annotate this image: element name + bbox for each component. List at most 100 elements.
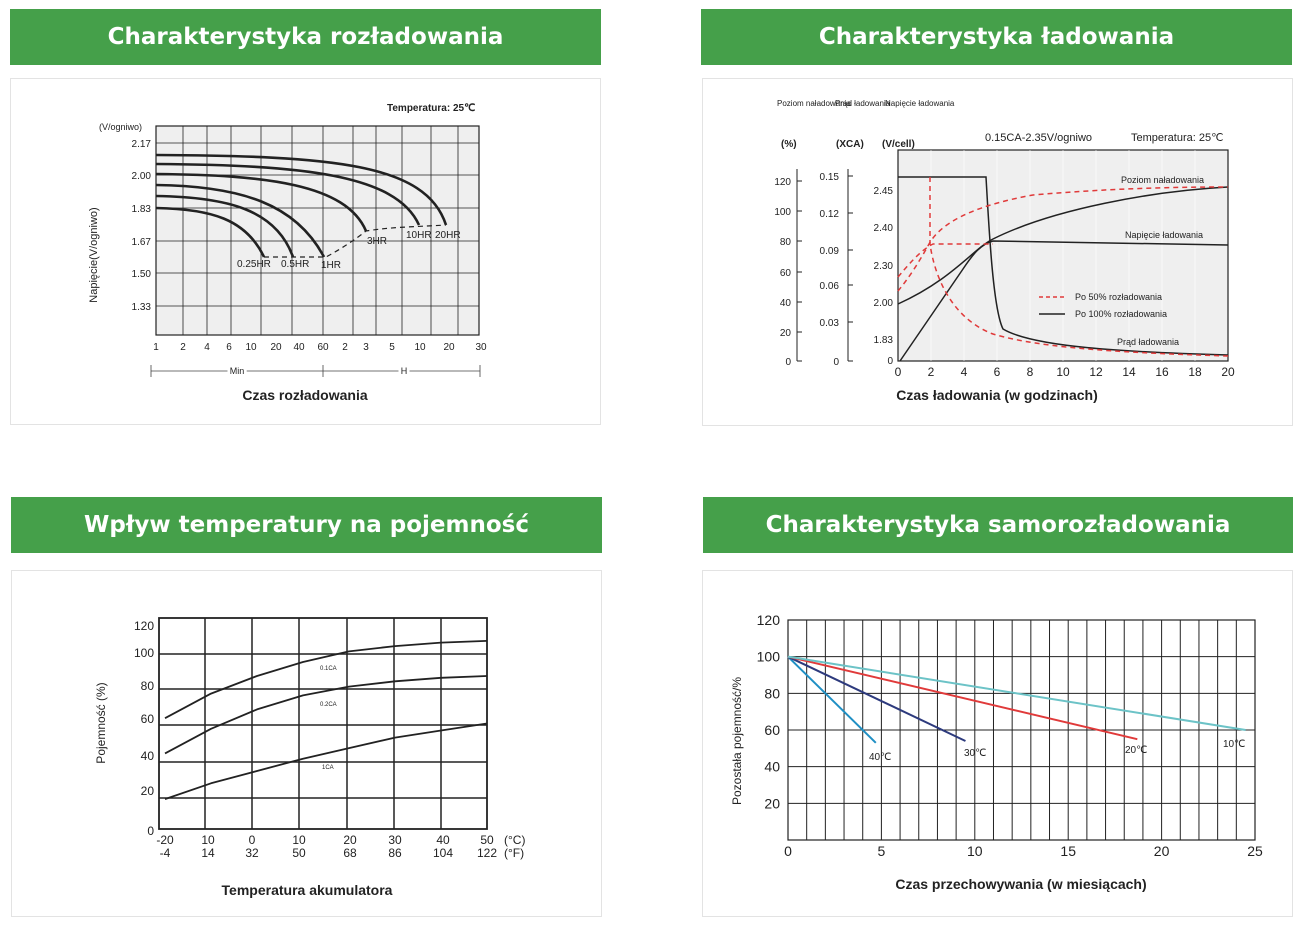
voltage-curve-100 [899, 240, 1229, 362]
x-tick-label: 10 [967, 843, 983, 859]
hours-label: H [401, 366, 408, 376]
x-tick-label: 2 [342, 342, 348, 353]
discharge-curve-3HR [155, 172, 368, 232]
current-tick-label: 0.03 [820, 318, 840, 329]
y-unit: (V/ogniwo) [99, 122, 142, 132]
x-tick-label: 10 [1056, 365, 1070, 379]
soc-tick-label: 80 [780, 237, 792, 248]
y-tick-label: 60 [764, 722, 780, 738]
x-tick-fahrenheit: 122 [477, 846, 497, 860]
x-tick-celsius: 20 [343, 833, 357, 847]
curve-label: 3HR [367, 236, 387, 247]
x-tick-label: 4 [204, 342, 210, 353]
temperature-label: 40℃ [869, 752, 891, 763]
legend-100: Po 100% rozładowania [1075, 309, 1167, 319]
minutes-label: Min [230, 366, 245, 376]
x-tick-label: 12 [1089, 365, 1103, 379]
charge-temperature-note: Temperatura: 25℃ [1131, 132, 1223, 144]
curve-label: 0.5HR [281, 259, 309, 270]
y-tick-label: 1.83 [132, 204, 152, 215]
current-tick-label: 0.15 [820, 172, 840, 183]
x-tick-celsius: 50 [480, 833, 494, 847]
x-tick-label: 18 [1188, 365, 1202, 379]
x-tick-label: 20 [1221, 365, 1235, 379]
current-curve-100 [898, 176, 1229, 356]
temperature-label: 10℃ [1223, 739, 1245, 750]
x-tick-celsius: 40 [436, 833, 450, 847]
x-tick-fahrenheit: 32 [245, 846, 259, 860]
x-tick-label: 0 [784, 843, 792, 859]
soc-curve-50 [897, 186, 1229, 292]
curve-label: 10HR [406, 230, 432, 241]
y-tick-label: 1.33 [132, 302, 152, 313]
current-tick-label: 0.09 [820, 246, 840, 257]
voltage-tick-label: 0 [887, 356, 893, 367]
voltage-tick-label: 2.45 [874, 186, 894, 197]
y-tick-label: 120 [134, 619, 154, 633]
curve-label: 0.1CA [320, 666, 337, 672]
soc-tick-label: 20 [780, 328, 792, 339]
capacity-curve-1CA [164, 722, 488, 800]
discharge-chart: Temperatura: 25℃ (V/ogniwo) Napięcie(V/o… [88, 103, 487, 403]
x-axis-title: Czas rozładowania [242, 387, 367, 403]
x-tick-label: 20 [443, 342, 455, 353]
x-tick-label: 4 [961, 365, 968, 379]
y-tick-label: 120 [757, 612, 781, 628]
axis1-unit: (%) [781, 139, 797, 150]
capacity-curve-0.1CA [164, 640, 488, 719]
x-tick-label: 2 [180, 342, 186, 353]
x-tick-label: 1 [153, 342, 159, 353]
end-voltage-line [264, 224, 447, 258]
current-tick-label: 0.12 [820, 209, 840, 220]
y-tick-label: 80 [764, 685, 780, 701]
temperature-label: 30℃ [964, 748, 986, 759]
discharge-curve-0.5HR [155, 194, 295, 258]
y-tick-label: 20 [764, 795, 780, 811]
curve-label: 1HR [321, 260, 341, 271]
discharge-curve-20HR [155, 153, 448, 226]
selfdischarge-line-1 [787, 655, 966, 742]
x-axis-title: Czas przechowywania (w miesiącach) [895, 876, 1146, 892]
x-tick-celsius: 10 [292, 833, 306, 847]
y-axis-title: Pozostała pojemność/% [730, 677, 744, 805]
y-tick-label: 100 [134, 646, 154, 660]
fahrenheit-unit: (°F) [504, 846, 524, 860]
curve-label: 0.25HR [237, 259, 271, 270]
voltage-tick-label: 2.00 [874, 298, 894, 309]
x-tick-label: 15 [1060, 843, 1076, 859]
selfdischarge-chart: Pozostała pojemność/% 120 100 80 60 40 20 0 5 1… [730, 612, 1263, 892]
x-tick-celsius: 30 [388, 833, 402, 847]
discharge-title: Charakterystyka rozładowania [107, 24, 504, 50]
temperature-panel: Pojemność (%) 120 100 80 60 40 20 0 -20 10 0 10 20… [11, 570, 602, 917]
current-tick-label: 0 [833, 357, 839, 368]
x-tick-celsius: 10 [201, 833, 215, 847]
y-tick-label: 40 [764, 759, 780, 775]
y-axis-title: Pojemność (%) [94, 682, 108, 763]
charge-header: Charakterystyka ładowania [701, 9, 1292, 65]
voltage-curve-label: Napięcie ładowania [1125, 230, 1203, 240]
x-tick-fahrenheit: 86 [388, 846, 402, 860]
current-tick-label: 0.06 [820, 281, 840, 292]
discharge-curve-1HR [155, 183, 326, 258]
x-tick-celsius: -20 [156, 833, 174, 847]
x-tick-fahrenheit: 14 [201, 846, 215, 860]
discharge-panel: Temperatura: 25℃ (V/ogniwo) Napięcie(V/o… [10, 78, 601, 425]
x-tick-label: 30 [475, 342, 487, 353]
curve-label: 20HR [435, 230, 461, 241]
axis1-label: Poziom naładowania [777, 99, 851, 108]
x-tick-fahrenheit: 68 [343, 846, 357, 860]
axis2-unit: (XCA) [836, 139, 864, 150]
y-tick-label: 1.50 [132, 269, 152, 280]
discharge-curve-0.25HR [155, 206, 266, 258]
x-tick-label: 25 [1247, 843, 1263, 859]
charge-chart: Poziom naładowania Prąd ładowania Napięc… [774, 99, 1235, 403]
x-tick-label: 10 [414, 342, 426, 353]
x-axis-title: Czas ładowania (w godzinach) [896, 387, 1097, 403]
x-tick-label: 5 [878, 843, 886, 859]
y-axis-title: Napięcie(V/ogniwo) [88, 207, 100, 302]
x-tick-label: 0 [895, 365, 902, 379]
selfdischarge-title: Charakterystyka samorozładowania [765, 512, 1231, 538]
x-tick-label: 2 [928, 365, 935, 379]
discharge-curve-10HR [155, 162, 421, 226]
